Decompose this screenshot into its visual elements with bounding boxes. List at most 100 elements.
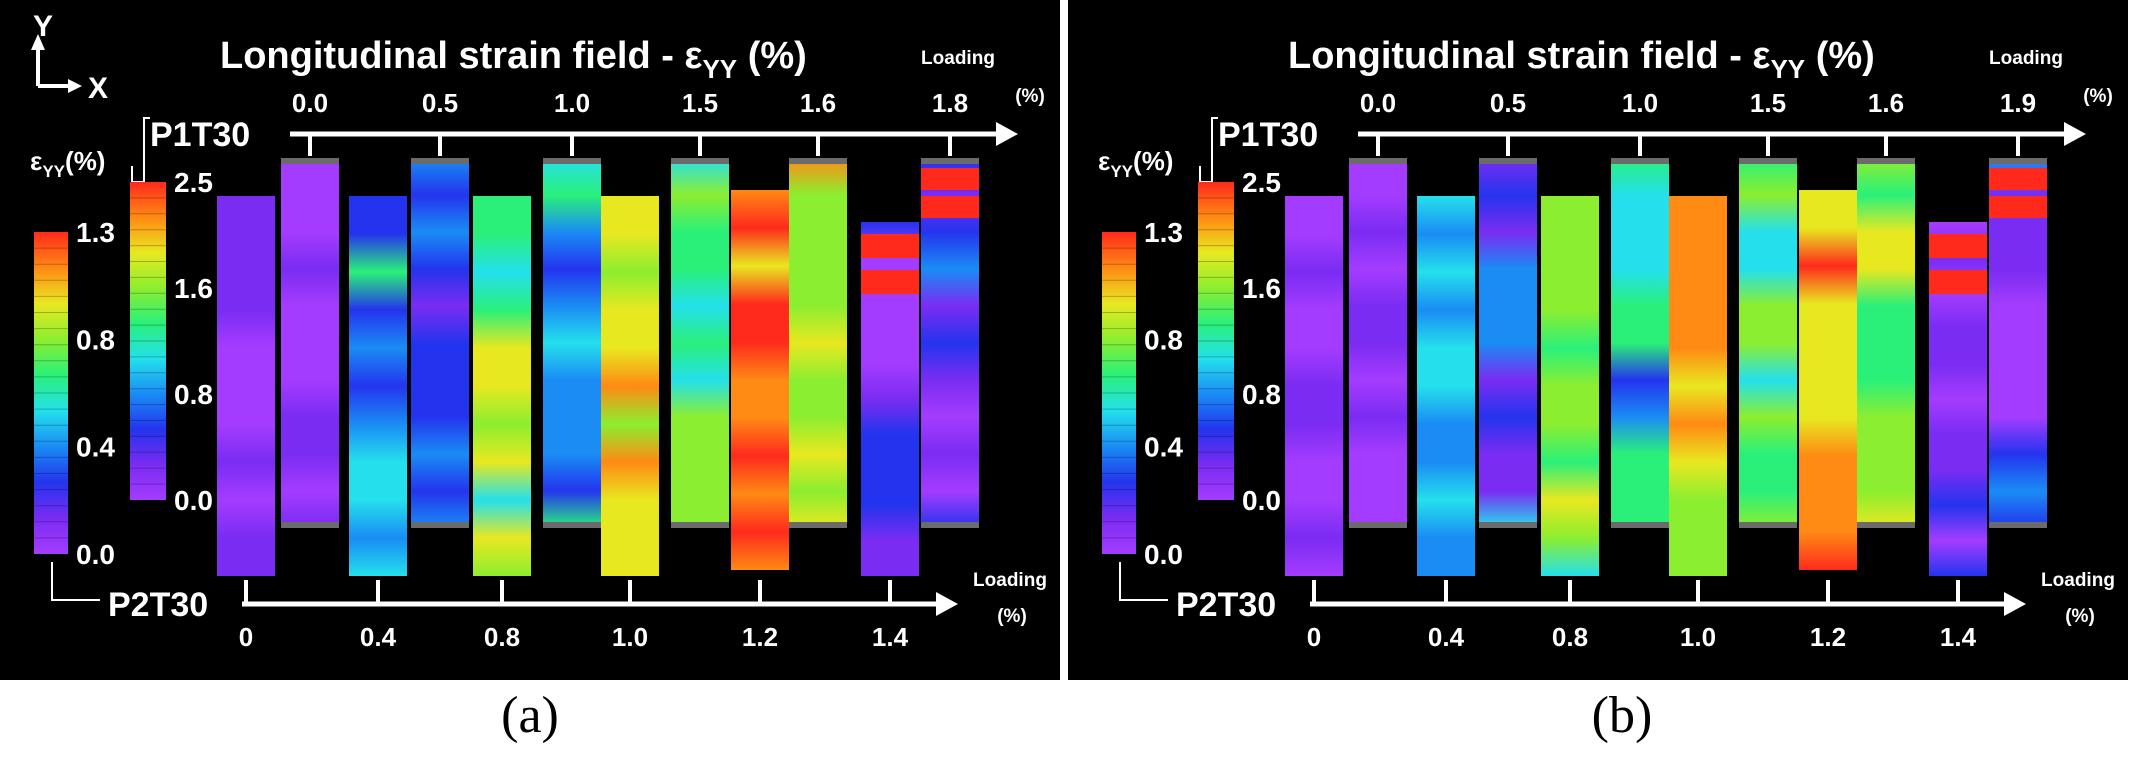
loading-top-unit: (%) [1015,86,1045,107]
top-tick-label: 1.0 [554,88,590,118]
bottom-tick-label: 1.4 [1940,622,1977,652]
colorbar-top: 2.5 1.6 0.8 0.0 [1198,167,1281,516]
strain-strip-bottom [601,196,659,576]
strip-cap [543,158,601,164]
strip-cap [1989,158,2047,164]
caption-b: (b) [1591,687,1653,744]
chart-title: Longitudinal strain field - εYY (%) [220,35,807,84]
loading-top-label: Loading [1989,48,2063,69]
strain-strip-top [671,158,729,528]
colorbar-bottom-scale [1102,232,1136,554]
strip-cap [281,158,339,164]
colorbar-top-tick-label: 1.6 [1242,273,1281,304]
damage-band [1989,196,2047,218]
loading-bottom-unit: (%) [2065,606,2095,627]
top-tick-label: 0.5 [1490,88,1526,118]
colorbar-top-tick-label: 0.0 [1242,485,1281,516]
strain-strip-bottom [473,196,531,576]
strain-strip-top [1479,158,1537,528]
strip-cap [1989,522,2047,528]
colorbar-bottom-tick-label: 0.8 [1144,324,1183,355]
colorbar-top-scale [1198,182,1234,500]
damage-band [1989,168,2047,190]
strip-cap [411,158,469,164]
strip-cap [411,522,469,528]
strain-strip-bottom [1799,190,1857,570]
x-axis-arrow-head [68,79,82,93]
strip-cap [921,522,979,528]
specimen-top-label: P1T30 [150,116,250,154]
specimen-bottom-label: P2T30 [108,586,208,624]
chart-title: Longitudinal strain field - εYY (%) [1288,35,1875,84]
panel-b: Longitudinal strain field - εYY (%) P1T30… [1068,0,2128,680]
loading-bottom-unit: (%) [997,606,1027,627]
colorbar-top-tick-label: 1.6 [174,273,213,304]
colorbar-bottom: 1.3 0.8 0.4 0.0 [1102,217,1183,570]
colorbar-top-tick-label: 2.5 [174,167,213,198]
strain-strip-top [1989,158,2047,528]
colorbar-bottom-tick-label: 0.0 [76,539,115,570]
strip-cap [1611,522,1669,528]
strip-cap [1479,158,1537,164]
strain-strip-bottom [731,190,789,570]
strain-strip-top [921,158,979,528]
strain-strip-bottom [1669,196,1727,576]
top-tick-label: 1.0 [1622,88,1658,118]
colorbar-top: 2.5 1.6 0.8 0.0 [130,167,213,516]
panel-a: Longitudinal strain field - εYY (%) Y X P1T… [0,0,1060,680]
colorbar-bottom-tick-label: 0.4 [76,432,115,463]
bottom-tick-label: 0.8 [484,622,520,652]
strip-cap [281,522,339,528]
colorbar-bottom: 1.3 0.8 0.4 0.0 [34,217,115,570]
bottom-loading-axis-head [2004,592,2026,616]
strain-strip-bottom [1285,196,1343,576]
strain-strip-top [1349,158,1407,528]
loading-top-unit: (%) [2083,86,2113,107]
colorbar-bottom-tick-label: 0.4 [1144,432,1183,463]
strip-cap [1857,158,1915,164]
specimen-top-bracket [1199,117,1218,183]
strain-strip-top [789,158,847,528]
strip-cap [671,522,729,528]
top-tick-label: 1.5 [1750,88,1786,118]
colorbar-bottom-scale [34,232,68,554]
strain-strip-top [411,158,469,528]
top-tick-label: 1.9 [2000,88,2036,118]
strip-cap [1349,158,1407,164]
specimen-bottom-bracket [51,562,100,601]
strain-strip-bottom [217,196,275,576]
bottom-tick-label: 0.4 [360,622,397,652]
specimen-bottom-label: P2T30 [1176,586,1276,624]
damage-band [861,234,919,258]
top-tick-label: 1.6 [1868,88,1904,118]
strip-cap [921,158,979,164]
strip-cap [671,158,729,164]
bottom-tick-label: 1.2 [1810,622,1846,652]
strip-cap [1857,522,1915,528]
colorbar-top-tick-label: 2.5 [1242,167,1281,198]
colorbar-bottom-tick-label: 0.0 [1144,539,1183,570]
strip-cap [1739,158,1797,164]
colorbar-top-scale [130,182,166,500]
damage-band [921,168,979,190]
colorbar-bottom-tick-label: 0.8 [76,324,115,355]
colorbar-top-tick-label: 0.8 [1242,379,1281,410]
strain-strip-bottom [349,196,407,576]
colorbar-top-tick-label: 0.0 [174,485,213,516]
bottom-tick-label: 0.4 [1428,622,1465,652]
top-loading-axis-head [996,122,1018,146]
damage-band [921,196,979,218]
x-axis-label: X [88,72,108,105]
damage-band [1929,270,1987,294]
strip-cap [789,522,847,528]
strain-strip-bottom [1417,196,1475,576]
colorbar-top-tick-label: 0.8 [174,379,213,410]
top-tick-label: 1.6 [800,88,836,118]
bottom-tick-label: 1.0 [1680,622,1716,652]
strain-strip-bottom [1541,196,1599,576]
colorbar-bottom-tick-label: 1.3 [1144,217,1183,248]
loading-bottom-label: Loading [2041,570,2115,591]
bottom-tick-label: 0 [239,622,253,652]
strain-strip-top [1739,158,1797,528]
y-axis-label: Y [33,10,53,43]
